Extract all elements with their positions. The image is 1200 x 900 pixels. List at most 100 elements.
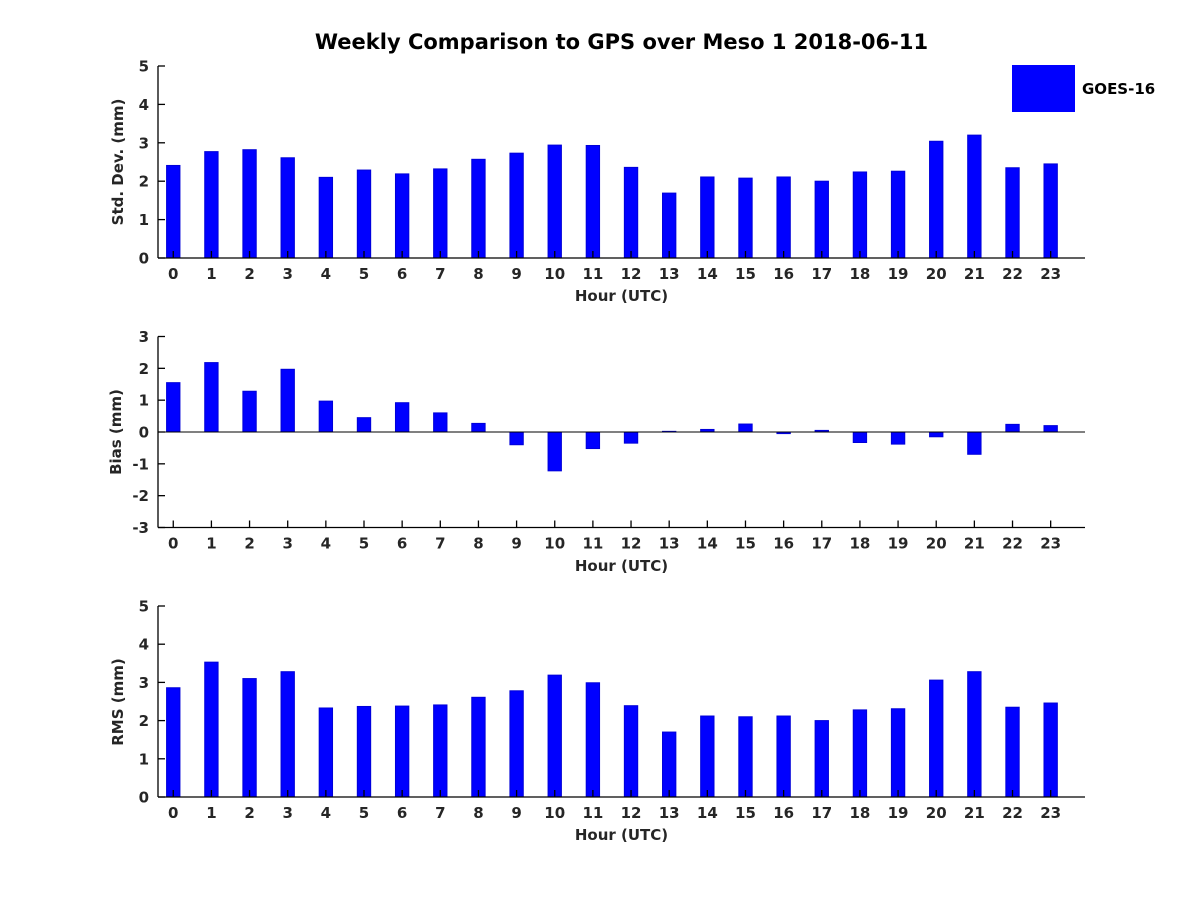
ylabel-bias: Bias (mm) (107, 389, 125, 475)
x-tick-label: 3 (282, 535, 292, 553)
ylabel-std-dev: Std. Dev. (mm) (109, 98, 127, 226)
bar-hour-11 (585, 144, 601, 259)
x-tick-label: 22 (1002, 535, 1023, 553)
x-tick-label: 15 (735, 804, 756, 822)
x-tick-label: 2 (244, 804, 254, 822)
legend-label: GOES-16 (1082, 79, 1156, 98)
x-tick-label: 9 (511, 535, 521, 553)
x-tick-label: 23 (1040, 804, 1061, 822)
bar-hour-16 (776, 715, 791, 798)
bar-hour-20 (929, 431, 944, 438)
x-tick-label: 8 (473, 535, 483, 553)
ylabel-rms: RMS (mm) (109, 658, 127, 746)
bar-hour-13 (662, 192, 677, 259)
y-tick-label: 1 (139, 392, 149, 410)
x-tick-label: 16 (773, 535, 794, 553)
x-tick-label: 15 (735, 535, 756, 553)
bar-hour-15 (738, 716, 753, 798)
bar-hour-20 (929, 140, 944, 259)
bar-hour-5 (356, 417, 372, 433)
xlabel-bias: Hour (UTC) (574, 557, 669, 575)
bar-hour-5 (356, 705, 372, 798)
bar-hour-6 (394, 173, 410, 259)
bar-hour-15 (738, 177, 753, 259)
x-tick-label: 0 (168, 535, 178, 553)
x-tick-label: 21 (964, 535, 985, 553)
bar-hour-19 (890, 170, 906, 259)
bar-hour-4 (318, 176, 334, 259)
bar-hour-23 (1043, 702, 1058, 798)
bar-hour-0 (166, 382, 181, 433)
bar-hour-23 (1043, 163, 1058, 259)
x-tick-label: 6 (397, 804, 407, 822)
x-tick-label: 14 (697, 535, 718, 553)
bar-hour-6 (394, 402, 410, 433)
x-tick-label: 21 (964, 265, 985, 283)
bar-hour-12 (623, 166, 639, 259)
bar-hour-2 (242, 390, 257, 433)
chart-title: Weekly Comparison to GPS over Meso 1 201… (314, 30, 929, 54)
bar-hour-22 (1005, 423, 1020, 433)
bar-hour-1 (204, 661, 219, 798)
bar-hour-7 (433, 704, 448, 798)
bar-hour-5 (356, 169, 372, 259)
bar-hour-16 (776, 176, 791, 259)
x-tick-label: 9 (511, 265, 521, 283)
bar-hour-9 (509, 431, 524, 446)
x-tick-label: 20 (926, 535, 947, 553)
x-tick-label: 0 (168, 804, 178, 822)
x-tick-label: 1 (206, 535, 216, 553)
bar-hour-13 (662, 731, 677, 798)
bar-hour-14 (700, 176, 715, 259)
y-tick-label: 4 (139, 636, 149, 654)
y-tick-label: 2 (139, 712, 149, 730)
x-tick-label: 11 (582, 265, 603, 283)
x-tick-label: 23 (1040, 535, 1061, 553)
y-tick-label: 3 (139, 674, 149, 692)
bar-hour-19 (890, 708, 906, 798)
y-tick-label: -1 (132, 455, 149, 473)
bar-hour-7 (433, 168, 448, 259)
bar-hour-12 (623, 431, 639, 444)
y-tick-label: 3 (139, 328, 149, 346)
bar-hour-17 (814, 720, 829, 798)
bar-hour-18 (852, 431, 868, 443)
bar-hour-8 (471, 158, 486, 259)
x-tick-label: 8 (473, 804, 483, 822)
x-tick-label: 10 (544, 804, 565, 822)
y-tick-label: 1 (139, 750, 149, 768)
x-tick-label: 18 (849, 804, 870, 822)
x-tick-label: 7 (435, 265, 445, 283)
x-tick-label: 4 (321, 265, 331, 283)
bar-hour-21 (967, 134, 982, 259)
bar-hour-1 (204, 151, 219, 259)
bar-hour-7 (433, 412, 448, 433)
x-tick-label: 16 (773, 265, 794, 283)
y-tick-label: 3 (139, 134, 149, 152)
bar-hour-10 (547, 431, 562, 472)
y-tick-label: 0 (139, 424, 149, 442)
x-tick-label: 10 (544, 265, 565, 283)
x-tick-label: 19 (888, 265, 909, 283)
x-tick-label: 22 (1002, 804, 1023, 822)
y-tick-label: 1 (139, 211, 149, 229)
x-tick-label: 1 (206, 804, 216, 822)
y-tick-label: -3 (132, 519, 149, 537)
x-tick-label: 17 (811, 804, 832, 822)
bar-hour-17 (814, 180, 829, 259)
bar-hour-0 (166, 687, 181, 798)
x-tick-label: 21 (964, 804, 985, 822)
x-tick-label: 20 (926, 265, 947, 283)
x-tick-label: 2 (244, 535, 254, 553)
y-tick-label: 0 (139, 250, 149, 268)
y-tick-label: 2 (139, 360, 149, 378)
x-tick-label: 18 (849, 265, 870, 283)
bar-hour-6 (394, 705, 410, 798)
y-tick-label: 4 (139, 96, 149, 114)
x-tick-label: 13 (659, 804, 680, 822)
bar-hour-22 (1005, 706, 1020, 798)
bar-hour-14 (700, 715, 715, 798)
